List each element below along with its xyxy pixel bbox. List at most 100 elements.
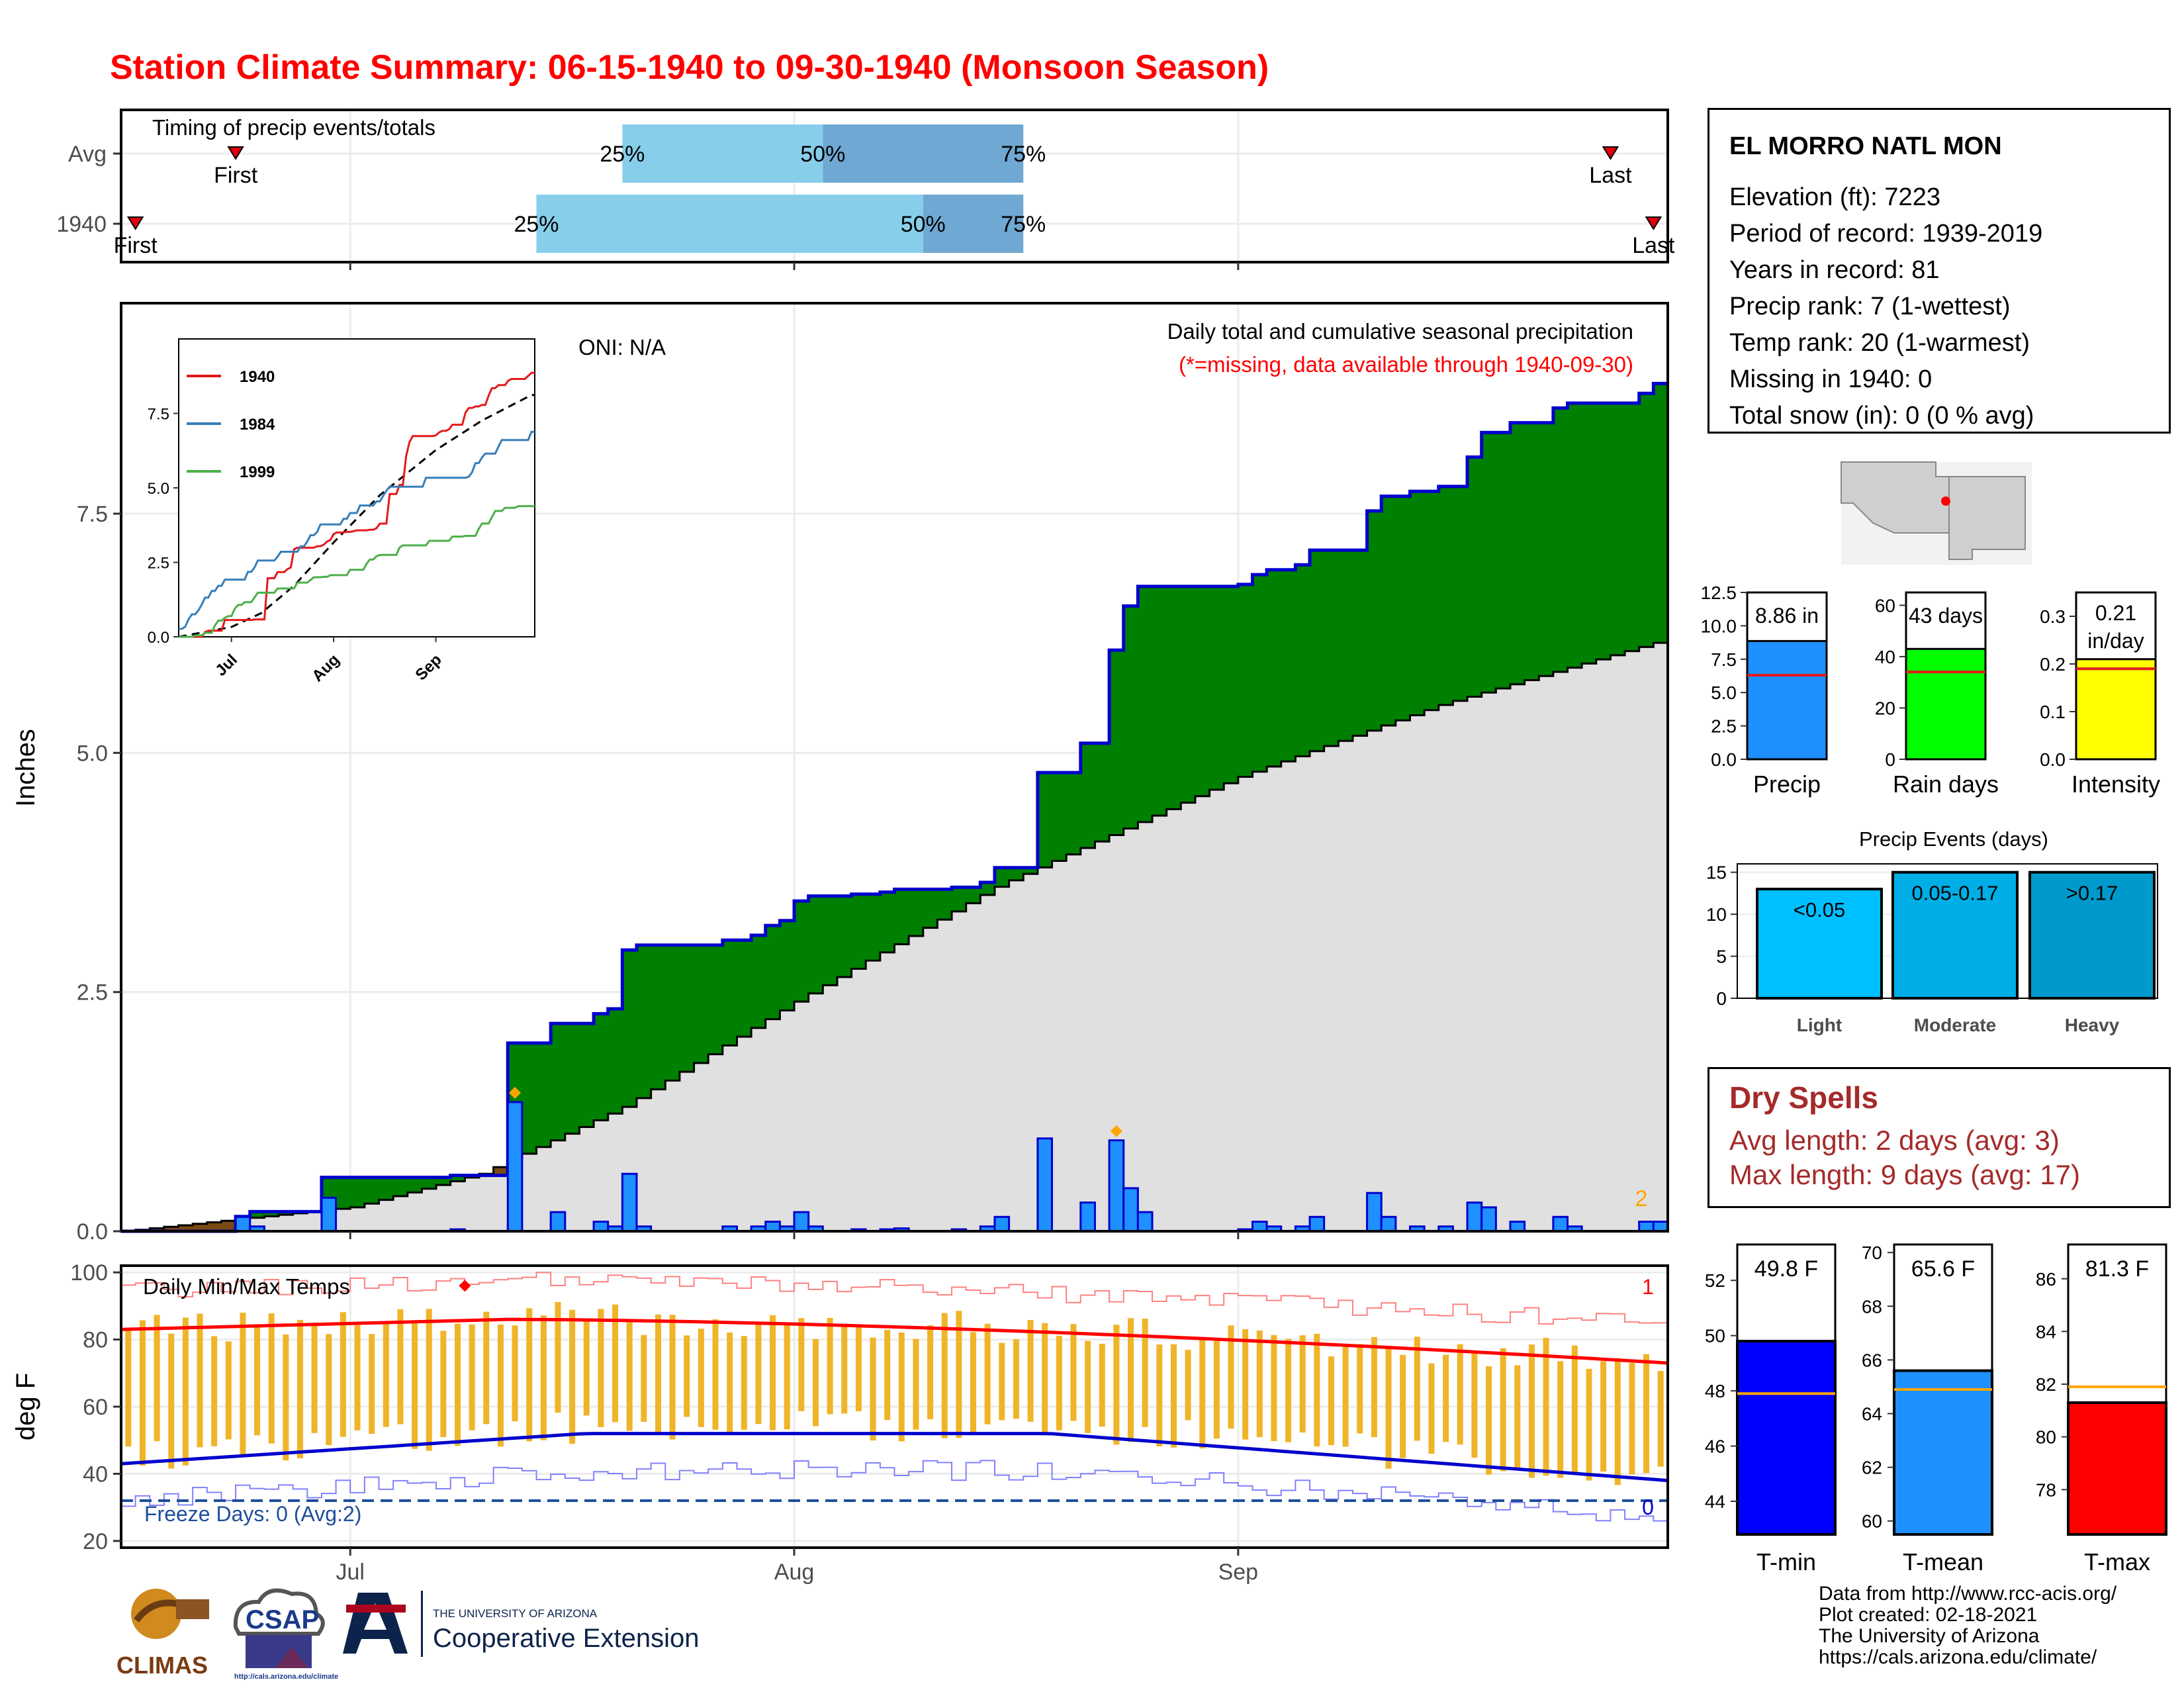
- temp-stat-ytick-label: 52: [1705, 1270, 1725, 1291]
- daily-temp-range-bar: [1156, 1344, 1163, 1447]
- temp-stat-label: T-min: [1756, 1548, 1816, 1575]
- daily-temp-range-bar: [841, 1323, 848, 1414]
- daily-temp-range-bar: [569, 1309, 576, 1444]
- temp-stat-fill-T-min: [1736, 1340, 1837, 1536]
- daily-precip-bar: [1366, 1192, 1383, 1233]
- location-map: [1841, 461, 2032, 565]
- daily-temp-range-bar: [798, 1318, 805, 1411]
- daily-temp-range-bar: [870, 1337, 876, 1441]
- timing-row-label: 1940: [56, 212, 107, 237]
- daily-temp-range-bar: [211, 1336, 218, 1446]
- daily-temp-range-bar: [1042, 1323, 1048, 1433]
- daily-temp-range-bar: [755, 1324, 762, 1425]
- temp-stat-value-label: 49.8 F: [1754, 1256, 1818, 1282]
- temp-stat-ytick-label: 66: [1862, 1350, 1882, 1370]
- daily-temp-range-bar: [1471, 1350, 1478, 1458]
- seasonal-stats-bars: 8.86 in 0.0 2.5 5.0 7.5 10.0 12.5 Precip 43 days…: [1701, 583, 2161, 798]
- timing-first-label: First: [214, 163, 258, 188]
- precip-count-label: 2: [1635, 1186, 1648, 1211]
- daily-precip-bar: [1480, 1206, 1497, 1233]
- inset-legend-label-1940: 1940: [240, 368, 275, 386]
- daily-temp-range-bar: [383, 1323, 389, 1427]
- events-bar-Light: [1756, 888, 1883, 1000]
- freeze-days-label: Freeze Days: 0 (Avg:2): [144, 1502, 361, 1526]
- timing-p25-label: 25%: [600, 142, 645, 167]
- stat-bar-fill-Rain days: [1905, 647, 1987, 761]
- daily-precip-bar: [549, 1211, 567, 1233]
- daily-temp-range-bar: [1271, 1335, 1277, 1442]
- dry-spells-max: Max length: 9 days (avg: 17): [1729, 1159, 2080, 1190]
- daily-temp-range-bar: [168, 1333, 175, 1469]
- daily-temp-range-bar: [898, 1332, 905, 1442]
- daily-temp-range-bar: [1328, 1356, 1334, 1446]
- precip-ytick-label: 5.0: [77, 741, 108, 766]
- daily-precip-bar: [793, 1211, 810, 1233]
- precip-ytick-label: 2.5: [77, 980, 108, 1006]
- temp-stat-fill-T-mean: [1893, 1369, 1993, 1536]
- daily-temp-range-bar: [397, 1309, 404, 1425]
- daily-temp-range-bar: [1285, 1338, 1292, 1442]
- station-name: EL MORRO NATL MON: [1729, 132, 2002, 160]
- average-cumulative-line: [121, 641, 1668, 1233]
- daily-temp-range-bar: [913, 1338, 919, 1430]
- events-bar-label: Moderate: [1914, 1015, 1996, 1035]
- events-bar-range-label: 0.05-0.17: [1912, 882, 1999, 905]
- temp-ytick-label: 20: [83, 1529, 108, 1554]
- daily-temp-range-bar: [469, 1324, 475, 1430]
- temp-stat-ytick-label: 86: [2036, 1269, 2056, 1289]
- cumulative-above-average-fill: [121, 383, 1668, 1231]
- events-bar-label: Heavy: [2065, 1015, 2120, 1035]
- temp-stat-ytick-label: 46: [1705, 1436, 1725, 1457]
- daily-temp-range-bar: [412, 1323, 418, 1449]
- daily-temp-range-bar: [1027, 1320, 1034, 1422]
- temperature-stats-bars: 49.8 F 44 46 48 50 52 T-min 65.6 F 60 62 64 66 68 70 T…: [1705, 1243, 2167, 1575]
- university-of-arizona-logo: THE UNIVERSITY OF ARIZONA Cooperative Ex…: [343, 1591, 699, 1657]
- dry-spells-avg: Avg length: 2 days (avg: 3): [1729, 1125, 2060, 1156]
- timing-first-marker-1940: [126, 216, 144, 230]
- daily-precip-bar: [1108, 1139, 1125, 1233]
- daily-max-marker: [509, 1086, 522, 1099]
- daily-temp-range-bar: [1557, 1361, 1564, 1478]
- stat-ytick-label: 0.3: [2040, 606, 2066, 627]
- timing-bar-early-Avg: [622, 124, 823, 183]
- daily-precip-bar: [1308, 1215, 1326, 1233]
- dry-spells-title: Dry Spells: [1729, 1080, 1878, 1115]
- chart-title: Station Climate Summary: 06-15-1940 to 0…: [110, 48, 1269, 87]
- inset-legend-label-1984: 1984: [240, 416, 275, 434]
- daily-temp-range-bar: [340, 1312, 346, 1437]
- csap-logo-text: CSAP: [246, 1605, 319, 1634]
- temp-ytick-label: 100: [70, 1260, 108, 1286]
- temp-stat-ytick-label: 80: [2036, 1427, 2056, 1448]
- map-arizona: [1841, 461, 1950, 534]
- daily-precip-bar: [592, 1221, 610, 1233]
- daily-temp-range-bar: [1213, 1340, 1220, 1439]
- temp-stat-ytick-label: 60: [1862, 1511, 1882, 1532]
- climas-logo-text: CLIMAS: [116, 1652, 208, 1679]
- daily-temp-range-bar: [296, 1319, 303, 1459]
- daily-precip-bar: [1036, 1137, 1054, 1233]
- timing-frame: [120, 109, 1669, 263]
- daily-temp-range-bar: [941, 1313, 948, 1438]
- daily-temp-range-bar: [641, 1335, 647, 1422]
- temp-stat-ytick-label: 82: [2036, 1374, 2056, 1395]
- events-bar-Heavy: [2028, 870, 2156, 1000]
- stat-bar-value-unit: in/day: [2087, 629, 2144, 653]
- inset-average-line: [178, 394, 535, 638]
- ua-small-text: THE UNIVERSITY OF ARIZONA: [433, 1607, 598, 1620]
- events-bar-range-label: >0.17: [2066, 882, 2118, 905]
- record-max-marker: [459, 1280, 471, 1292]
- precip-events-chart: Precip Events (days) 0 5 10 15 <0.05 Light 0.05…: [1706, 827, 2158, 1035]
- events-ytick-label: 10: [1706, 904, 1727, 925]
- daily-temp-range-bar: [1070, 1324, 1077, 1421]
- daily-temp-range-bar: [125, 1327, 132, 1447]
- timing-p75-label: 75%: [1001, 142, 1046, 167]
- stat-ytick-label: 12.5: [1701, 583, 1737, 603]
- credits-block: Data from http://www.rcc-acis.org/ Plot …: [1819, 1583, 2116, 1668]
- csap-logo-url: http://cals.arizona.edu/climate: [234, 1673, 338, 1680]
- temp-panel-title: Daily Min/Max Temps: [143, 1274, 350, 1299]
- daily-precip-bar: [506, 1101, 523, 1233]
- daily-temp-range-bar: [583, 1318, 590, 1416]
- daily-temp-range-bar: [526, 1308, 533, 1442]
- precip-frame: [120, 302, 1669, 1233]
